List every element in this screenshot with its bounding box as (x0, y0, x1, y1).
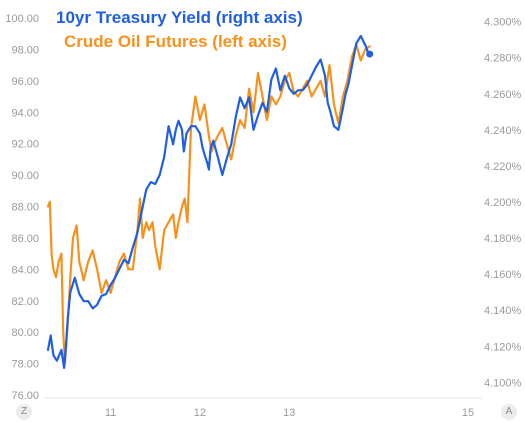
left-axis-tick-label: 80.00 (11, 327, 39, 339)
series-end-marker (366, 50, 374, 58)
right-y-axis: 4.100% 4.120% 4.140% 4.160% 4.180% 4.200% 4.22… (484, 17, 522, 390)
zoom-left-button[interactable]: Z (16, 404, 32, 420)
right-axis-tick-label: 4.260% (484, 89, 522, 101)
left-axis-tick-label: 76.00 (11, 390, 39, 402)
left-axis-tick-label: 86.00 (11, 233, 39, 245)
right-axis-tick-label: 4.160% (484, 269, 522, 281)
left-axis-tick-label: 94.00 (11, 107, 39, 119)
x-axis-tick-label: 12 (194, 407, 206, 419)
x-axis-tick-label: 15 (462, 407, 474, 419)
left-axis-tick-label: 82.00 (11, 296, 39, 308)
x-axis: 11 12 13 15 (105, 407, 474, 419)
right-axis-tick-label: 4.180% (484, 233, 522, 245)
legend-item-label: 10yr Treasury Yield (right axis) (56, 8, 303, 27)
left-axis-tick-label: 96.00 (11, 76, 39, 88)
x-axis-tick-label: 11 (105, 407, 116, 419)
right-axis-tick-label: 4.100% (484, 377, 522, 389)
right-axis-tick-label: 4.120% (484, 341, 522, 353)
left-axis-tick-label: 90.00 (11, 170, 39, 182)
left-axis-tick-label: 78.00 (11, 359, 39, 371)
left-axis-tick-label: 100.00 (5, 13, 39, 25)
zoom-right-button[interactable]: A (501, 404, 517, 420)
x-axis-tick-label: 13 (283, 407, 295, 419)
legend: 10yr Treasury Yield (right axis) Crude Oi… (56, 8, 303, 51)
plot-area (46, 34, 374, 369)
right-axis-tick-label: 4.240% (484, 125, 522, 137)
right-axis-tick-label: 4.200% (484, 197, 522, 209)
series-line-treasury-yield (46, 34, 371, 369)
series-line-crude-oil (46, 43, 371, 365)
right-axis-tick-label: 4.220% (484, 161, 522, 173)
left-axis-tick-label: 98.00 (11, 44, 39, 56)
left-axis-tick-label: 84.00 (11, 264, 39, 276)
left-axis-tick-label: 92.00 (11, 139, 39, 151)
left-axis-tick-label: 88.00 (11, 202, 39, 214)
right-axis-tick-label: 4.280% (484, 53, 522, 65)
right-axis-tick-label: 4.300% (484, 17, 522, 29)
right-axis-tick-label: 4.140% (484, 305, 522, 317)
left-y-axis: 76.00 78.00 80.00 82.00 84.00 86.00 88.00 90.00… (5, 13, 39, 402)
legend-item-label: Crude Oil Futures (left axis) (64, 32, 287, 51)
